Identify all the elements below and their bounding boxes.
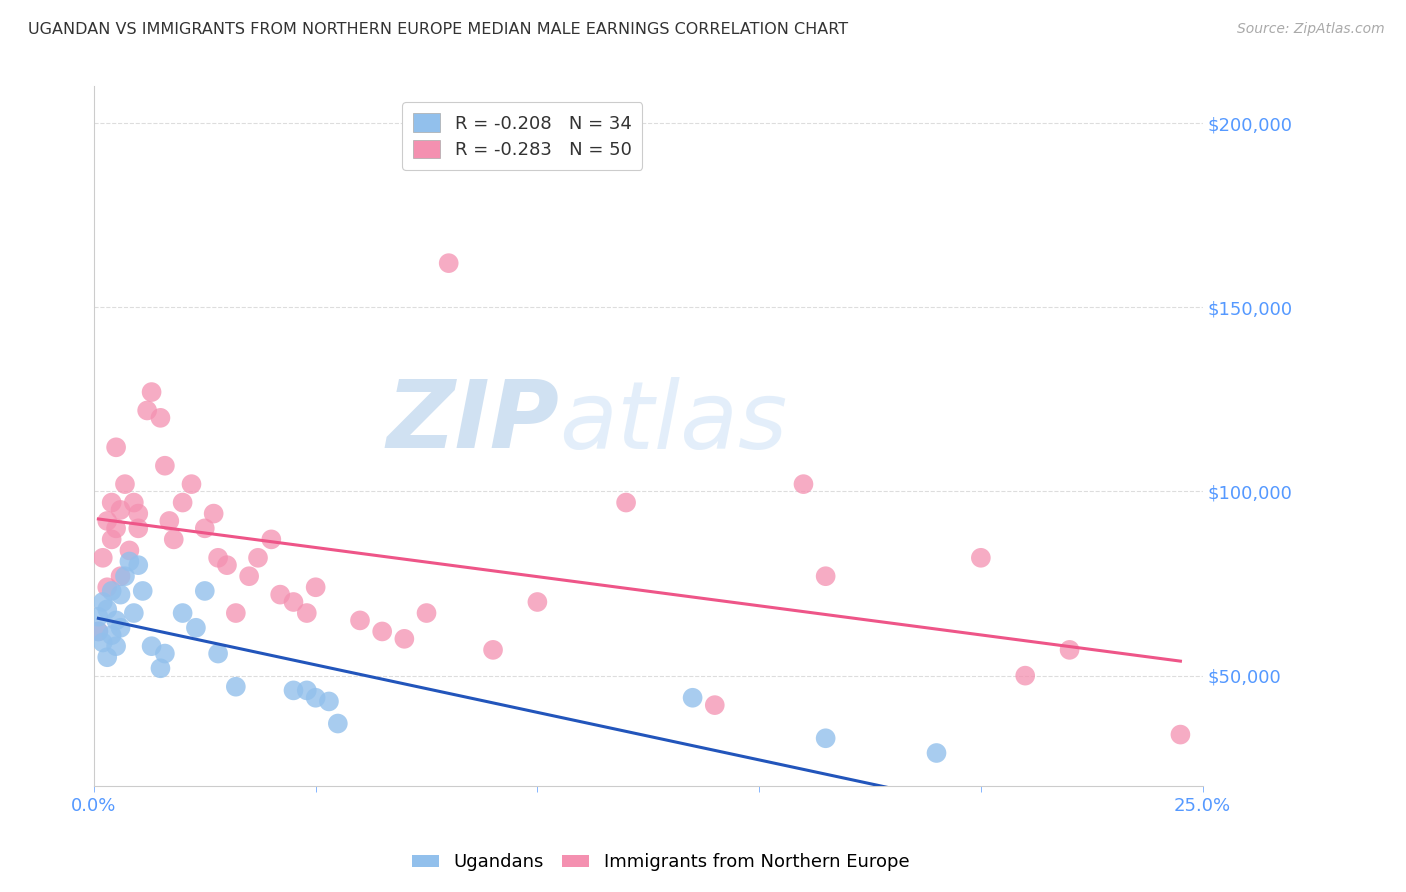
Point: [814, 731, 837, 746]
Point: [437, 256, 460, 270]
Point: [96, 650, 118, 665]
Point: [925, 746, 948, 760]
Point: [482, 643, 505, 657]
Point: [172, 606, 194, 620]
Text: UGANDAN VS IMMIGRANTS FROM NORTHERN EUROPE MEDIAN MALE EARNINGS CORRELATION CHAR: UGANDAN VS IMMIGRANTS FROM NORTHERN EURO…: [28, 22, 848, 37]
Point: [225, 606, 247, 620]
Point: [295, 606, 318, 620]
Point: [215, 558, 238, 573]
Point: [269, 588, 291, 602]
Point: [114, 477, 136, 491]
Point: [118, 543, 141, 558]
Text: Source: ZipAtlas.com: Source: ZipAtlas.com: [1237, 22, 1385, 37]
Point: [202, 507, 225, 521]
Point: [149, 410, 172, 425]
Point: [91, 635, 114, 649]
Point: [415, 606, 437, 620]
Legend: R = -0.208   N = 34, R = -0.283   N = 50: R = -0.208 N = 34, R = -0.283 N = 50: [402, 103, 643, 170]
Point: [105, 614, 128, 628]
Point: [247, 550, 270, 565]
Point: [100, 583, 122, 598]
Point: [127, 558, 149, 573]
Point: [87, 624, 110, 639]
Point: [96, 580, 118, 594]
Point: [105, 639, 128, 653]
Point: [614, 834, 637, 848]
Point: [141, 639, 163, 653]
Point: [122, 495, 145, 509]
Point: [371, 624, 394, 639]
Legend: Ugandans, Immigrants from Northern Europe: Ugandans, Immigrants from Northern Europ…: [405, 847, 917, 879]
Text: ZIP: ZIP: [387, 376, 560, 468]
Point: [163, 533, 186, 547]
Point: [136, 403, 159, 417]
Point: [1059, 643, 1081, 657]
Point: [110, 569, 132, 583]
Point: [149, 661, 172, 675]
Point: [122, 606, 145, 620]
Point: [105, 440, 128, 454]
Point: [184, 621, 207, 635]
Point: [118, 554, 141, 568]
Point: [814, 569, 837, 583]
Point: [194, 583, 217, 598]
Point: [295, 683, 318, 698]
Point: [305, 690, 328, 705]
Point: [96, 602, 118, 616]
Point: [157, 514, 180, 528]
Point: [127, 507, 149, 521]
Point: [207, 550, 229, 565]
Point: [110, 621, 132, 635]
Point: [349, 614, 371, 628]
Point: [682, 690, 704, 705]
Point: [91, 550, 114, 565]
Point: [110, 503, 132, 517]
Text: atlas: atlas: [560, 376, 787, 467]
Point: [87, 624, 110, 639]
Point: [180, 477, 202, 491]
Point: [100, 533, 122, 547]
Point: [91, 595, 114, 609]
Point: [100, 628, 122, 642]
Point: [127, 521, 149, 535]
Point: [1170, 728, 1192, 742]
Point: [110, 588, 132, 602]
Point: [283, 683, 305, 698]
Point: [100, 495, 122, 509]
Point: [970, 550, 993, 565]
Point: [225, 680, 247, 694]
Point: [105, 521, 128, 535]
Point: [153, 647, 176, 661]
Point: [96, 514, 118, 528]
Point: [326, 716, 349, 731]
Point: [260, 533, 283, 547]
Point: [703, 698, 725, 712]
Point: [238, 569, 260, 583]
Point: [614, 495, 637, 509]
Point: [394, 632, 416, 646]
Point: [207, 647, 229, 661]
Point: [114, 569, 136, 583]
Point: [792, 477, 814, 491]
Point: [318, 694, 340, 708]
Point: [283, 595, 305, 609]
Point: [87, 609, 110, 624]
Point: [141, 385, 163, 400]
Point: [172, 495, 194, 509]
Point: [153, 458, 176, 473]
Point: [194, 521, 217, 535]
Point: [305, 580, 328, 594]
Point: [1014, 668, 1036, 682]
Point: [526, 595, 548, 609]
Point: [131, 583, 153, 598]
